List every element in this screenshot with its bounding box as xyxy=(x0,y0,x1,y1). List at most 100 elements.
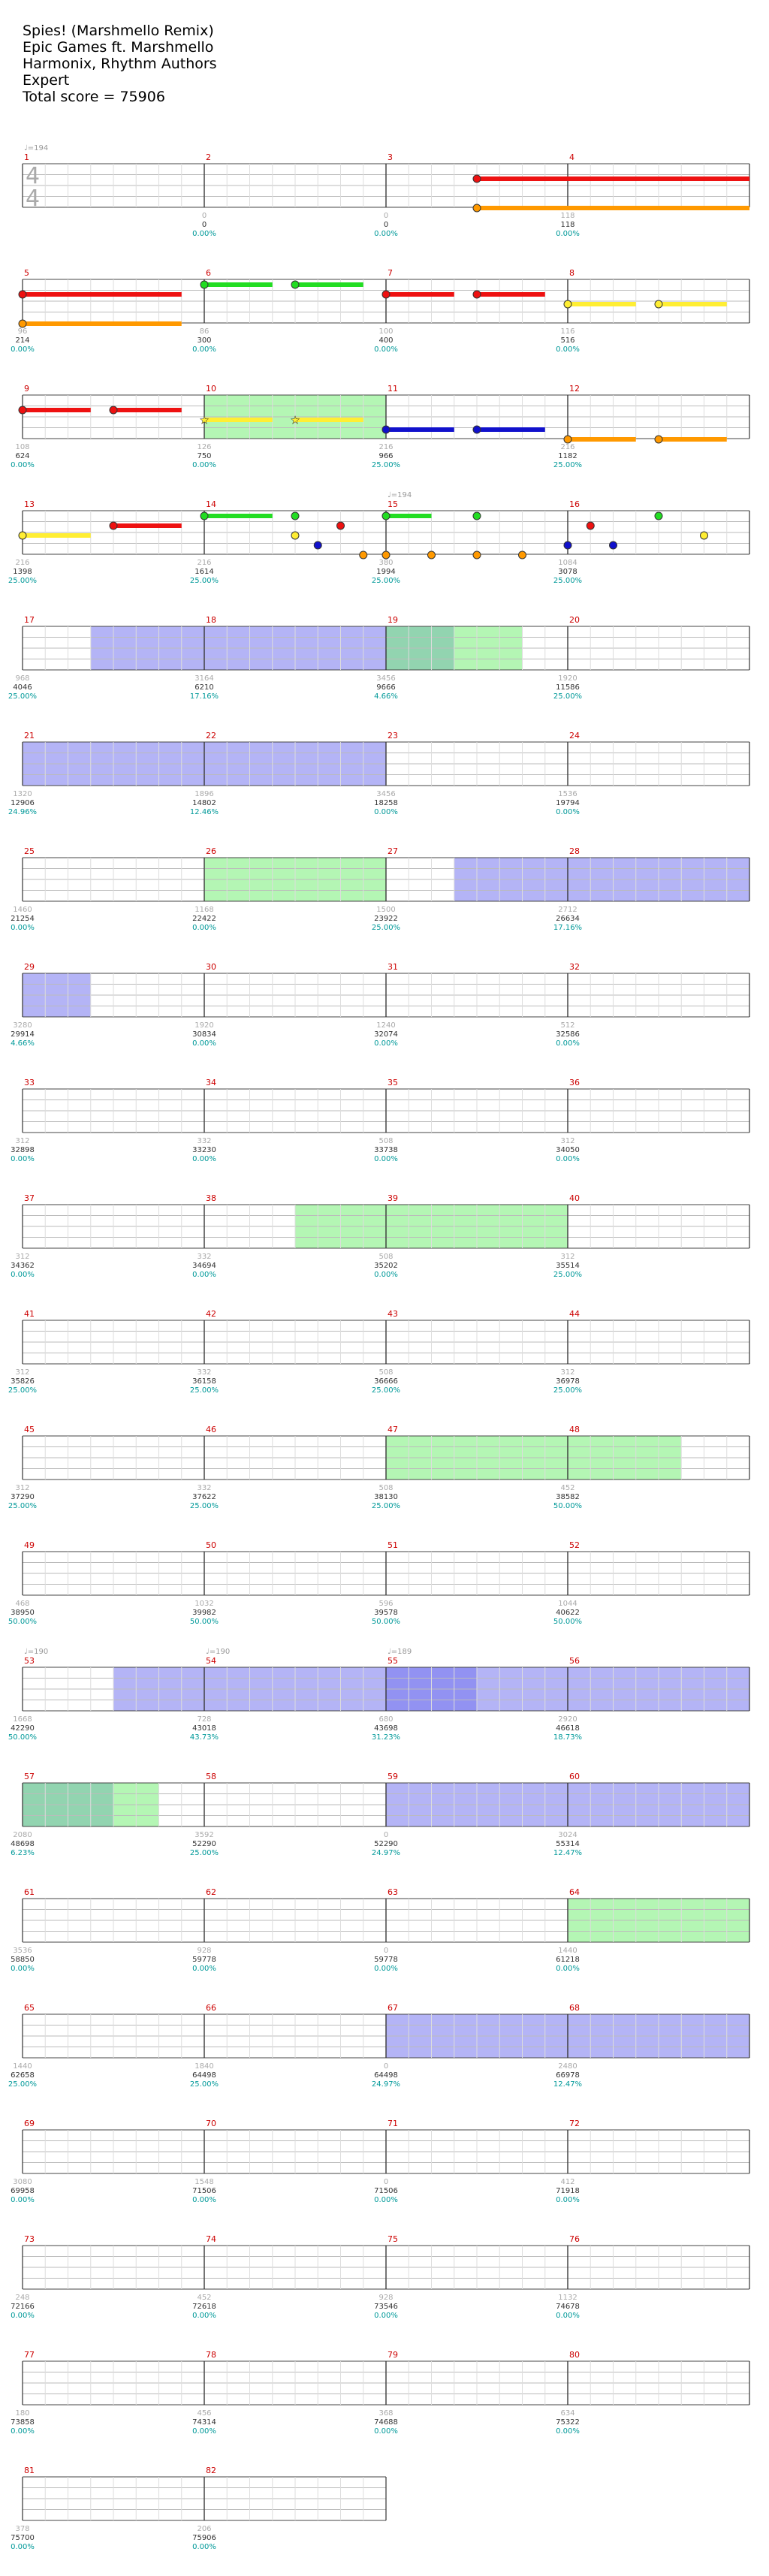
measure-number: 29 xyxy=(24,962,35,972)
note-red xyxy=(472,174,481,183)
measure-score: 11586 xyxy=(556,683,580,692)
measure-percent: 25.00% xyxy=(553,692,582,701)
measure-percent: 0.00% xyxy=(556,230,580,238)
measure-number: 54 xyxy=(206,1656,216,1666)
measure-percent: 0.00% xyxy=(192,1965,216,1973)
measure-percent: 25.00% xyxy=(372,1386,400,1395)
measure-percent: 50.00% xyxy=(8,1733,37,1742)
measure-number: 52 xyxy=(569,1540,580,1550)
measure-number: 13 xyxy=(24,499,35,509)
measure-percent: 0.00% xyxy=(11,924,35,932)
measure-number: 8 xyxy=(569,268,574,278)
note-blue xyxy=(381,425,391,434)
measure-score: 48698 xyxy=(11,1840,35,1848)
measure-multiplier: 216 xyxy=(378,443,393,451)
measure-multiplier: 312 xyxy=(560,1253,574,1261)
measure-percent: 0.00% xyxy=(192,2312,216,2320)
measure-number: 43 xyxy=(388,1309,398,1319)
measure-multiplier: 1044 xyxy=(558,1600,577,1608)
measure-multiplier: 216 xyxy=(560,443,574,451)
measure-score: 69958 xyxy=(11,2187,35,2195)
measure-number: 79 xyxy=(388,2350,398,2360)
measure-number: 70 xyxy=(206,2119,216,2128)
measure-percent: 0.00% xyxy=(192,1039,216,1048)
measure-score: 66978 xyxy=(556,2071,580,2080)
measure-number: 37 xyxy=(24,1193,35,1203)
note-yellow xyxy=(654,300,663,309)
measure-score: 52290 xyxy=(192,1840,216,1848)
measure-number: 18 xyxy=(206,615,216,625)
measure-multiplier: 118 xyxy=(560,212,574,220)
measure-score: 966 xyxy=(378,452,393,460)
measure-percent: 25.00% xyxy=(8,1386,37,1395)
measure-number: 34 xyxy=(206,1078,216,1087)
note-green xyxy=(654,511,663,520)
measure-percent: 0.00% xyxy=(11,2312,35,2320)
measure-number: 12 xyxy=(569,384,580,394)
measure-multiplier: 86 xyxy=(200,327,210,336)
measure-multiplier: 312 xyxy=(15,1253,29,1261)
measure-multiplier: 456 xyxy=(197,2409,211,2418)
sustain-yellow xyxy=(23,533,91,538)
measure-score: 43018 xyxy=(192,1724,216,1733)
measure-multiplier: 0 xyxy=(384,1947,388,1955)
measure-percent: 25.00% xyxy=(190,1386,219,1395)
tempo-marker: ♩=190 xyxy=(206,1648,230,1656)
measure-number: 75 xyxy=(388,2234,398,2244)
measure-percent: 0.00% xyxy=(374,230,398,238)
measure-number: 69 xyxy=(24,2119,35,2128)
measure-number: 38 xyxy=(206,1193,216,1203)
measure-multiplier: 380 xyxy=(378,559,393,567)
measure-multiplier: 508 xyxy=(378,1484,393,1492)
sustain-orange xyxy=(477,206,749,210)
measure-number: 46 xyxy=(206,1425,216,1434)
measure-multiplier: 1132 xyxy=(558,2294,577,2302)
measure-multiplier: 452 xyxy=(197,2294,211,2302)
measure-percent: 24.97% xyxy=(372,2080,400,2089)
measure-percent: 0.00% xyxy=(556,2312,580,2320)
measure-multiplier: 368 xyxy=(378,2409,393,2418)
song-charter: Harmonix, Rhythm Authors xyxy=(23,56,217,72)
measure-multiplier: 0 xyxy=(202,212,207,220)
measure-score: 38582 xyxy=(556,1493,580,1501)
tempo-marker: ♩=194 xyxy=(388,491,412,499)
hopo-note-yellow: ★ xyxy=(200,415,210,427)
measure-number: 20 xyxy=(569,615,580,625)
measure-score: 74688 xyxy=(374,2418,398,2427)
measure-multiplier: 1440 xyxy=(558,1947,577,1955)
measure-percent: 0.00% xyxy=(192,1155,216,1163)
measure-score: 22422 xyxy=(192,915,216,923)
measure-number: 55 xyxy=(388,1656,398,1666)
measure-percent: 25.00% xyxy=(190,1849,219,1857)
measure-percent: 25.00% xyxy=(8,1502,37,1510)
song-title: Spies! (Marshmello Remix) xyxy=(23,23,214,39)
measure-percent: 0.00% xyxy=(192,461,216,469)
measure-number: 33 xyxy=(24,1078,35,1087)
sustain-red xyxy=(477,292,545,297)
measure-score: 37290 xyxy=(11,1493,35,1501)
measure-score: 400 xyxy=(378,336,393,345)
measure-score: 75906 xyxy=(192,2534,216,2542)
measure-percent: 0.00% xyxy=(192,230,216,238)
measure-score: 61218 xyxy=(556,1956,580,1964)
measure-multiplier: 1460 xyxy=(13,906,32,914)
measure-percent: 25.00% xyxy=(553,1386,582,1395)
note-yellow xyxy=(18,531,27,540)
measure-number: 10 xyxy=(206,384,216,394)
measure-number: 28 xyxy=(569,846,580,856)
measure-percent: 25.00% xyxy=(190,577,219,585)
measure-number: 53 xyxy=(24,1656,35,1666)
measure-number: 35 xyxy=(388,1078,398,1087)
measure-score: 33230 xyxy=(192,1146,216,1154)
tempo-marker: ♩=194 xyxy=(24,144,48,152)
note-yellow xyxy=(563,300,572,309)
measure-multiplier: 126 xyxy=(197,443,211,451)
measure-multiplier: 1240 xyxy=(376,1021,395,1030)
measure-multiplier: 332 xyxy=(197,1253,211,1261)
measure-score: 750 xyxy=(197,452,211,460)
measure-score: 59778 xyxy=(192,1956,216,1964)
measure-multiplier: 312 xyxy=(560,1368,574,1377)
measure-multiplier: 508 xyxy=(378,1368,393,1377)
measure-score: 58850 xyxy=(11,1956,35,1964)
